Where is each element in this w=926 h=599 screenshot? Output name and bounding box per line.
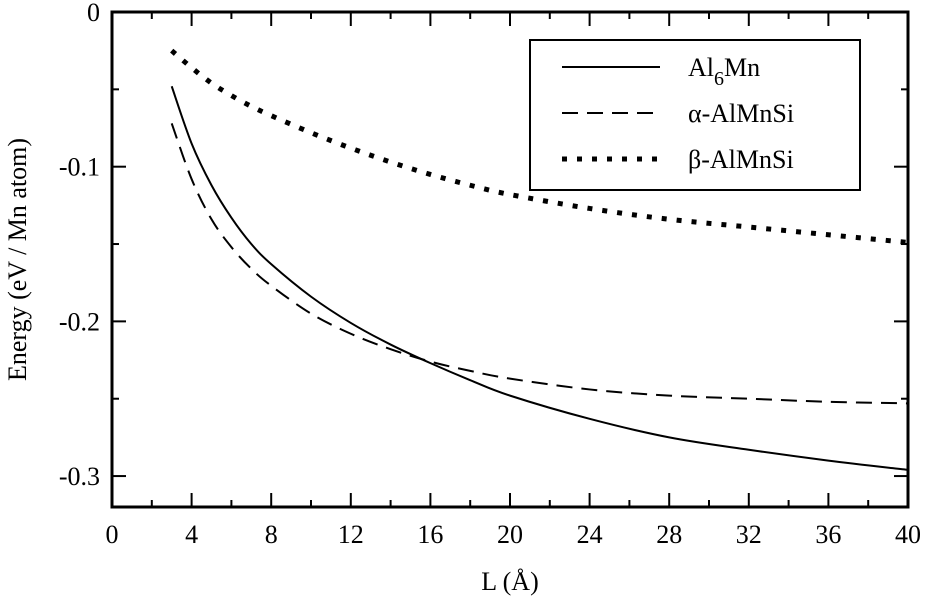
y-tick-label: -0.1 — [59, 153, 100, 182]
x-tick-label: 20 — [497, 520, 523, 549]
x-tick-label: 40 — [895, 520, 921, 549]
x-tick-label: 36 — [815, 520, 841, 549]
y-tick-label: -0.3 — [59, 462, 100, 491]
legend: Al6Mn α-AlMnSi β-AlMnSi — [529, 39, 861, 191]
x-tick-label: 0 — [106, 520, 119, 549]
x-tick-label: 28 — [656, 520, 682, 549]
legend-label-2: β-AlMnSi — [688, 145, 794, 174]
series-line-2 — [170, 48, 909, 245]
x-tick-label: 4 — [185, 520, 198, 549]
y-axis-label: Energy (eV / Mn atom) — [3, 138, 32, 381]
series-line-1 — [170, 123, 909, 405]
x-axis-label: L (Å) — [481, 567, 539, 596]
x-tick-label: 32 — [736, 520, 762, 549]
x-tick-label: 24 — [577, 520, 603, 549]
series-lines — [170, 48, 909, 471]
y-tick-label: -0.2 — [59, 307, 100, 336]
legend-label-1: α-AlMnSi — [688, 99, 794, 128]
x-tick-label: 8 — [265, 520, 278, 549]
axis-ticks — [111, 11, 909, 507]
axis-tick-labels: 0 4 8 12 16 20 24 28 32 36 40 0 -0.1 -0.2 -0.3 — [59, 0, 921, 549]
legend-label-0: Al6Mn — [688, 53, 760, 90]
x-tick-label: 16 — [417, 520, 443, 549]
y-tick-label: 0 — [87, 0, 100, 27]
x-tick-label: 12 — [338, 520, 364, 549]
legend-box — [529, 39, 861, 191]
series-line-0 — [170, 85, 909, 471]
